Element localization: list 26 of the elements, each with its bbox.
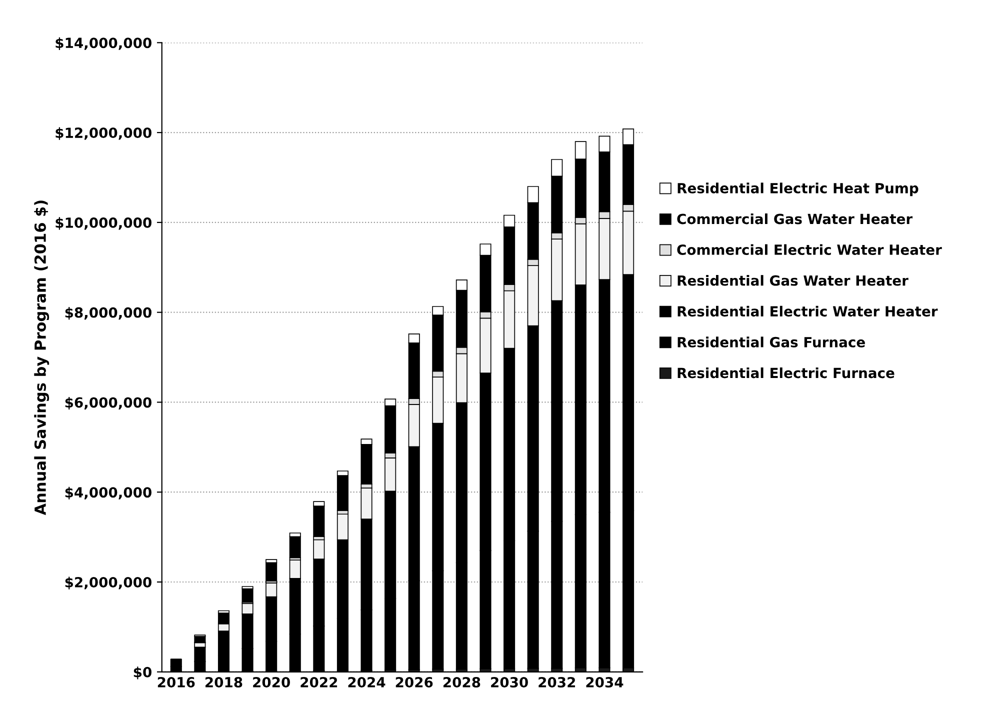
legend-label: Residential Electric Heat Pump (678, 182, 918, 196)
legend-label: Residential Gas Water Heater (678, 275, 908, 286)
legend-label: Commercial Gas Water Heater (677, 213, 913, 224)
x-tick-label: 2030 (491, 677, 528, 688)
y-tick-label: $12,000,000 (56, 127, 152, 140)
x-tick-label: 2026 (396, 677, 433, 688)
legend-label: Residential Electric Water Heater (678, 306, 938, 317)
legend-label: Commercial Electric Water Heater (677, 244, 942, 255)
legend-label: Residential Electric Furnace (678, 367, 894, 378)
x-tick-label: 2034 (586, 677, 624, 688)
x-tick-label: 2018 (206, 677, 242, 688)
x-tick-label: 2032 (538, 677, 576, 688)
x-tick-label: 2028 (443, 677, 480, 688)
y-tick-label: $6,000,000 (65, 396, 152, 410)
y-axis-title: Annual Savings by Program (2016 $) (34, 200, 50, 516)
legend-label: Residential Gas Furnace (678, 336, 865, 348)
x-tick-label: 2020 (253, 677, 290, 688)
y-tick-label: $14,000,000 (56, 37, 152, 50)
x-tick-label: 2024 (348, 677, 386, 688)
y-tick-label: $2,000,000 (65, 576, 152, 590)
y-tick-label: $8,000,000 (65, 307, 152, 320)
x-tick-label: 2016 (158, 677, 195, 688)
y-tick-label: $4,000,000 (65, 486, 152, 500)
y-tick-label: $0 (134, 666, 152, 680)
y-tick-label: $10,000,000 (56, 217, 152, 230)
x-tick-label: 2022 (300, 677, 338, 688)
